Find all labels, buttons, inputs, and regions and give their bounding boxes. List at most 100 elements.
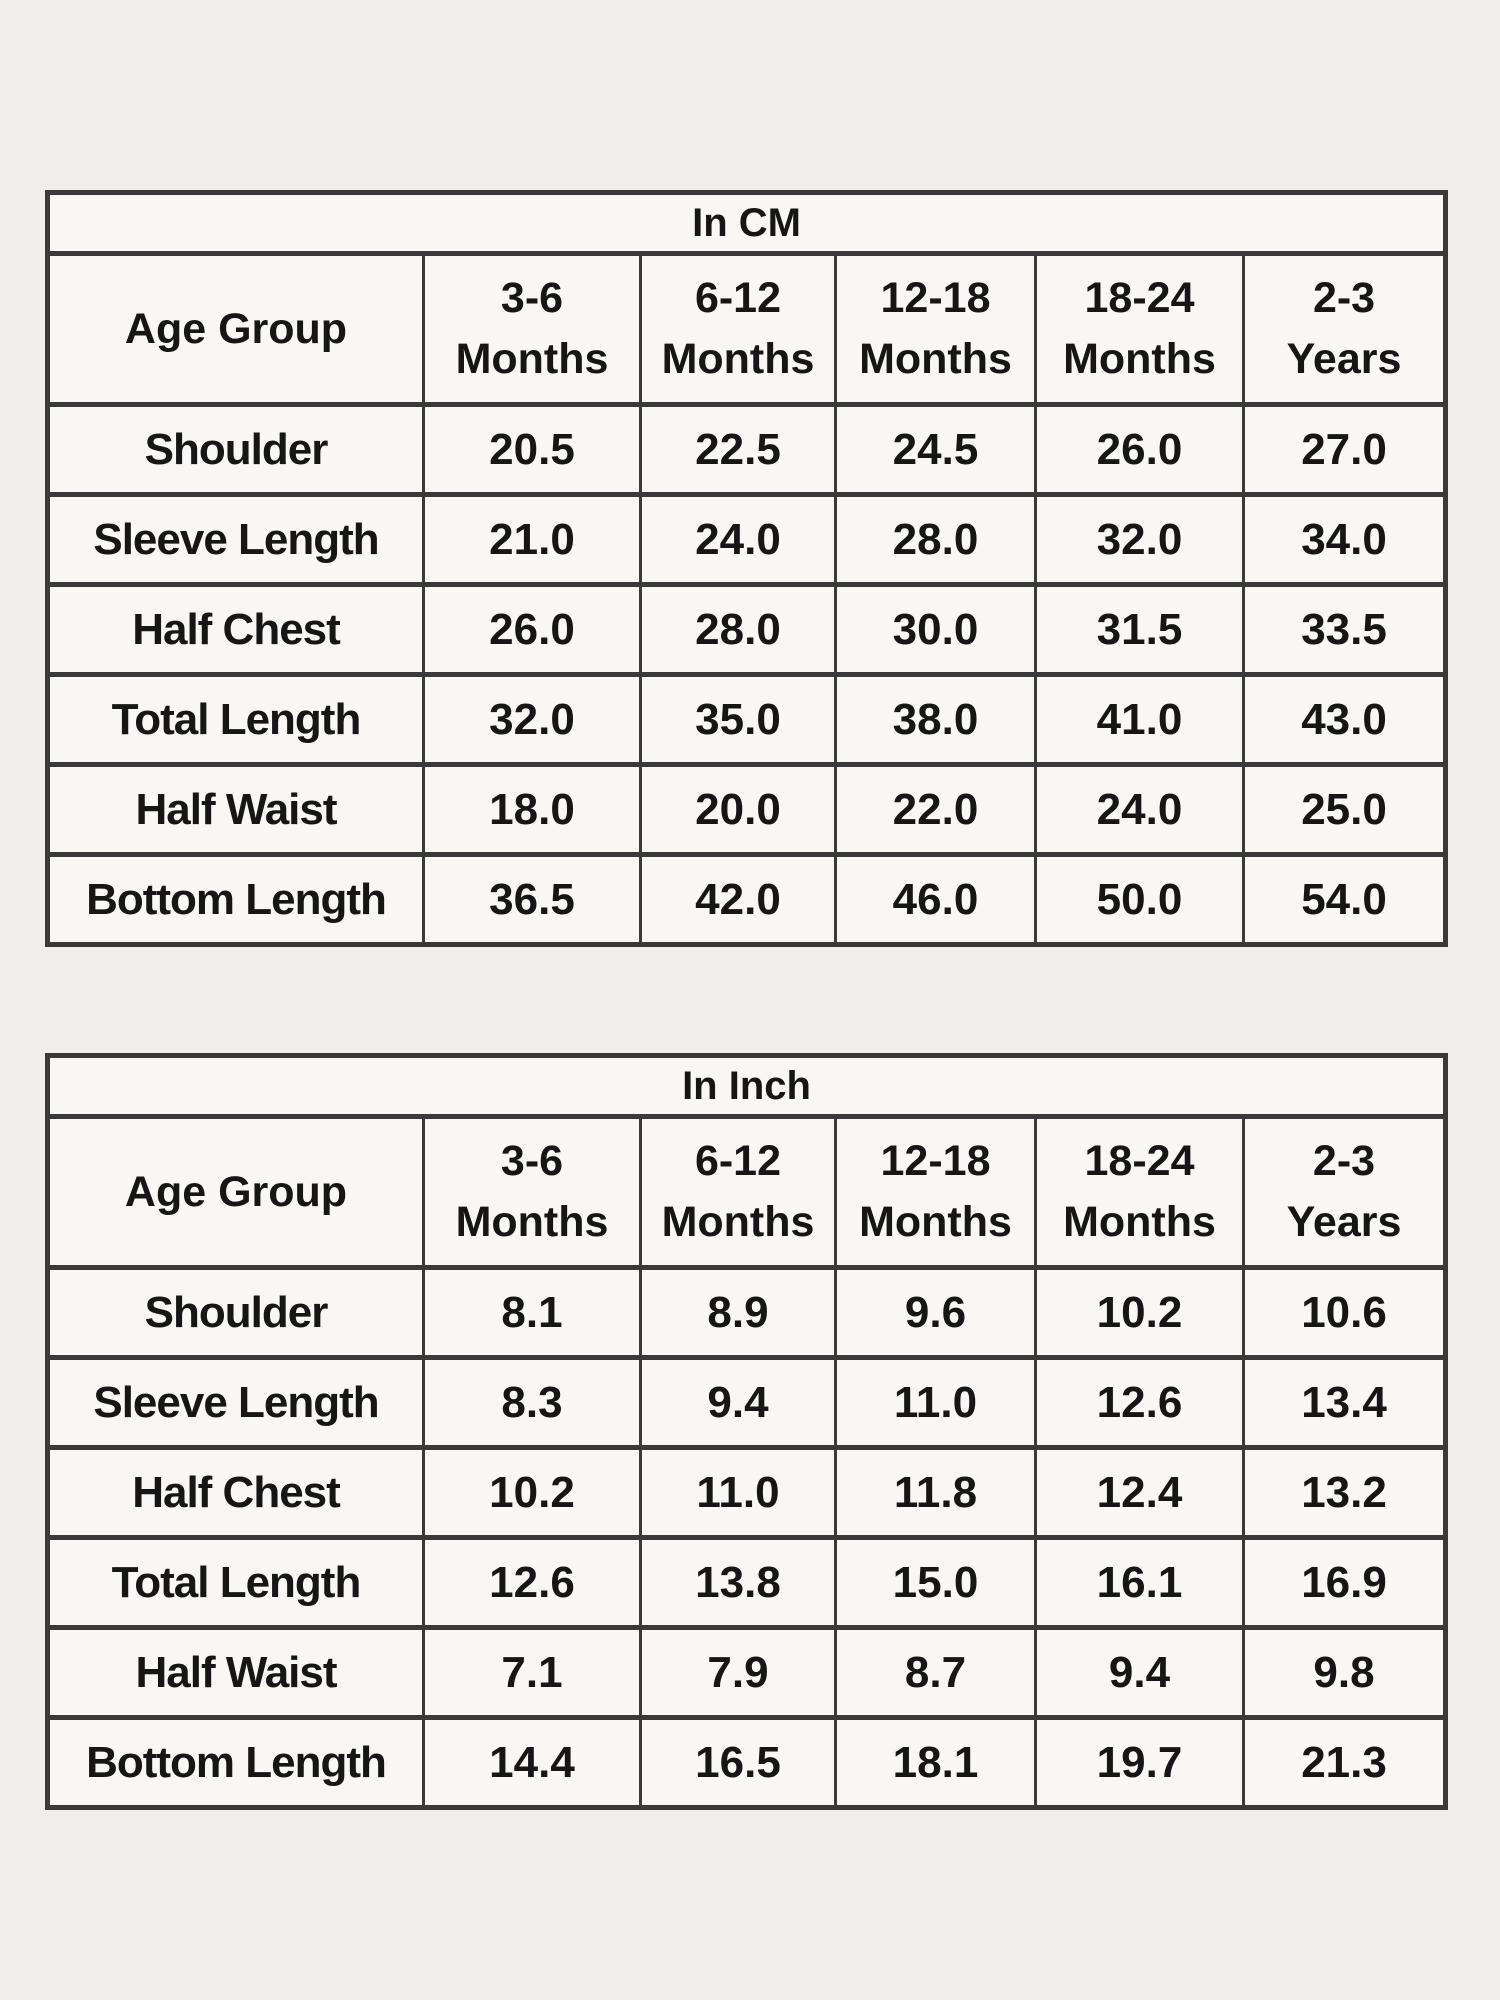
column-header-unit: Months: [661, 1198, 815, 1246]
row-label: Half Waist: [46, 762, 425, 857]
value-cell: 21.0: [422, 492, 642, 587]
value-cell: 8.7: [834, 1625, 1037, 1720]
table-row: Half Chest 10.2 11.0 11.8 12.4 13.2: [46, 1445, 1448, 1540]
value-cell: 42.0: [639, 852, 837, 947]
column-header-range: 18-24: [1084, 1136, 1195, 1185]
value-cell: 9.6: [834, 1265, 1037, 1360]
table-row: Shoulder 20.5 22.5 24.5 26.0 27.0: [46, 402, 1448, 497]
table-row: Sleeve Length 21.0 24.0 28.0 32.0 34.0: [46, 492, 1448, 587]
row-label: Half Chest: [46, 582, 425, 677]
table-row: Total Length 32.0 35.0 38.0 41.0 43.0: [46, 672, 1448, 767]
value-cell: 14.4: [422, 1715, 642, 1810]
value-cell: 24.0: [1034, 762, 1245, 857]
table-row: Half Waist 18.0 20.0 22.0 24.0 25.0: [46, 762, 1448, 857]
row-label: Shoulder: [46, 1265, 425, 1360]
column-header-unit: Months: [1063, 335, 1216, 383]
value-cell: 11.0: [639, 1445, 837, 1540]
corner-header-age-group: Age Group: [46, 251, 425, 407]
column-header-unit: Months: [859, 1198, 1012, 1246]
row-label: Total Length: [46, 1535, 425, 1630]
value-cell: 12.6: [1034, 1355, 1245, 1450]
table-title: In Inch: [45, 1053, 1448, 1119]
value-cell: 28.0: [639, 582, 837, 677]
table-title-row: In CM: [45, 190, 1448, 256]
column-header: 6-12 Months: [639, 251, 837, 407]
table-row: Bottom Length 14.4 16.5 18.1 19.7 21.3: [46, 1715, 1448, 1810]
value-cell: 11.8: [834, 1445, 1037, 1540]
value-cell: 18.1: [834, 1715, 1037, 1810]
column-header-range: 3-6: [500, 273, 564, 322]
table-row: Half Chest 26.0 28.0 30.0 31.5 33.5: [46, 582, 1448, 677]
column-header: 18-24 Months: [1034, 1114, 1245, 1270]
column-header-unit: Months: [455, 1198, 609, 1246]
column-header: 6-12 Months: [639, 1114, 837, 1270]
value-cell: 12.6: [422, 1535, 642, 1630]
value-cell: 20.5: [422, 402, 642, 497]
value-cell: 35.0: [639, 672, 837, 767]
column-header-unit: Months: [1063, 1198, 1216, 1246]
table-row: Shoulder 8.1 8.9 9.6 10.2 10.6: [46, 1265, 1448, 1360]
value-cell: 8.3: [422, 1355, 642, 1450]
value-cell: 9.8: [1241, 1625, 1448, 1720]
value-cell: 50.0: [1034, 852, 1245, 947]
value-cell: 43.0: [1241, 672, 1448, 767]
column-header: 3-6 Months: [422, 251, 642, 407]
value-cell: 27.0: [1241, 402, 1448, 497]
value-cell: 34.0: [1241, 492, 1448, 587]
value-cell: 16.9: [1241, 1535, 1448, 1630]
value-cell: 32.0: [422, 672, 642, 767]
table-header-row: Age Group 3-6 Months 6-12 Months 12-18 M…: [46, 251, 1448, 407]
value-cell: 30.0: [834, 582, 1037, 677]
value-cell: 38.0: [834, 672, 1037, 767]
column-header: 2-3 Years: [1241, 251, 1448, 407]
row-label: Half Waist: [46, 1625, 425, 1720]
row-label: Half Chest: [46, 1445, 425, 1540]
column-header-range: 12-18: [880, 1136, 991, 1185]
column-header: 18-24 Months: [1034, 251, 1245, 407]
column-header-unit: Years: [1286, 1198, 1402, 1246]
row-label: Total Length: [46, 672, 425, 767]
corner-header-age-group: Age Group: [46, 1114, 425, 1270]
value-cell: 36.5: [422, 852, 642, 947]
row-label: Shoulder: [46, 402, 425, 497]
value-cell: 24.5: [834, 402, 1037, 497]
row-label: Bottom Length: [46, 1715, 425, 1810]
value-cell: 10.6: [1241, 1265, 1448, 1360]
value-cell: 54.0: [1241, 852, 1448, 947]
table-title-row: In Inch: [45, 1053, 1448, 1119]
column-header-range: 2-3: [1312, 273, 1376, 322]
value-cell: 22.5: [639, 402, 837, 497]
column-header-unit: Months: [661, 335, 815, 383]
value-cell: 26.0: [422, 582, 642, 677]
value-cell: 20.0: [639, 762, 837, 857]
value-cell: 19.7: [1034, 1715, 1245, 1810]
size-table-inch: In Inch Age Group 3-6 Months 6-12 Months…: [45, 1053, 1449, 1810]
value-cell: 13.2: [1241, 1445, 1448, 1540]
size-table-cm: In CM Age Group 3-6 Months 6-12 Months 1…: [45, 190, 1449, 947]
value-cell: 16.5: [639, 1715, 837, 1810]
value-cell: 28.0: [834, 492, 1037, 587]
value-cell: 25.0: [1241, 762, 1448, 857]
table-row: Sleeve Length 8.3 9.4 11.0 12.6 13.4: [46, 1355, 1448, 1450]
column-header-range: 18-24: [1084, 273, 1195, 322]
column-header-range: 6-12: [694, 273, 782, 322]
value-cell: 13.8: [639, 1535, 837, 1630]
value-cell: 26.0: [1034, 402, 1245, 497]
column-header: 12-18 Months: [834, 251, 1037, 407]
table-header-row: Age Group 3-6 Months 6-12 Months 12-18 M…: [46, 1114, 1448, 1270]
column-header-range: 3-6: [500, 1136, 564, 1185]
value-cell: 31.5: [1034, 582, 1245, 677]
column-header: 3-6 Months: [422, 1114, 642, 1270]
value-cell: 12.4: [1034, 1445, 1245, 1540]
value-cell: 9.4: [639, 1355, 837, 1450]
value-cell: 8.1: [422, 1265, 642, 1360]
value-cell: 32.0: [1034, 492, 1245, 587]
column-header-range: 6-12: [694, 1136, 782, 1185]
column-header-unit: Months: [859, 335, 1012, 383]
value-cell: 16.1: [1034, 1535, 1245, 1630]
value-cell: 10.2: [1034, 1265, 1245, 1360]
value-cell: 10.2: [422, 1445, 642, 1540]
column-header: 12-18 Months: [834, 1114, 1037, 1270]
value-cell: 13.4: [1241, 1355, 1448, 1450]
row-label: Bottom Length: [46, 852, 425, 947]
